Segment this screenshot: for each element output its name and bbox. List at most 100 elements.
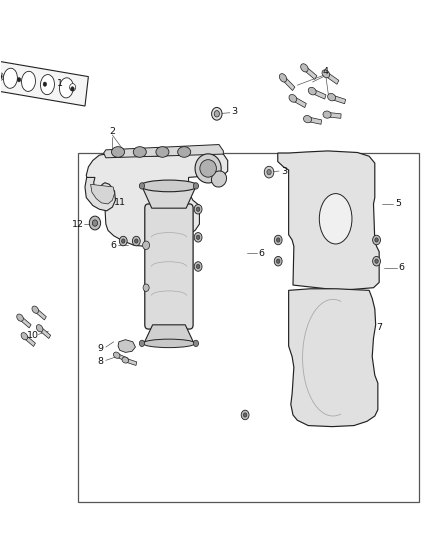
Text: 3: 3 bbox=[281, 166, 287, 175]
Polygon shape bbox=[125, 358, 137, 366]
Polygon shape bbox=[283, 77, 295, 91]
Circle shape bbox=[143, 241, 150, 249]
Circle shape bbox=[17, 78, 21, 82]
Text: 10: 10 bbox=[27, 331, 39, 340]
Circle shape bbox=[267, 169, 271, 175]
Polygon shape bbox=[35, 309, 46, 320]
Text: 11: 11 bbox=[114, 198, 126, 207]
Circle shape bbox=[373, 256, 381, 266]
Circle shape bbox=[274, 235, 282, 245]
Circle shape bbox=[194, 262, 202, 271]
Polygon shape bbox=[39, 327, 51, 338]
Polygon shape bbox=[289, 289, 378, 426]
Circle shape bbox=[132, 236, 140, 246]
Ellipse shape bbox=[304, 116, 311, 123]
Circle shape bbox=[193, 340, 198, 346]
Circle shape bbox=[121, 239, 125, 243]
Ellipse shape bbox=[21, 333, 28, 340]
Ellipse shape bbox=[300, 64, 308, 72]
Ellipse shape bbox=[200, 160, 216, 177]
Circle shape bbox=[194, 232, 202, 242]
Circle shape bbox=[143, 284, 149, 292]
Polygon shape bbox=[104, 144, 223, 158]
Circle shape bbox=[119, 236, 127, 246]
Circle shape bbox=[274, 256, 282, 266]
Circle shape bbox=[71, 87, 74, 91]
Polygon shape bbox=[325, 72, 339, 84]
Ellipse shape bbox=[289, 94, 297, 102]
Circle shape bbox=[244, 413, 247, 417]
Circle shape bbox=[139, 183, 145, 189]
Polygon shape bbox=[91, 184, 115, 204]
Text: 4: 4 bbox=[323, 67, 328, 76]
Circle shape bbox=[70, 84, 76, 91]
Ellipse shape bbox=[156, 147, 169, 157]
Polygon shape bbox=[144, 325, 194, 343]
Polygon shape bbox=[332, 95, 346, 104]
Circle shape bbox=[196, 264, 200, 269]
Circle shape bbox=[194, 205, 202, 214]
Circle shape bbox=[373, 235, 381, 245]
Ellipse shape bbox=[319, 193, 352, 244]
Polygon shape bbox=[20, 317, 31, 328]
Circle shape bbox=[264, 166, 274, 178]
Ellipse shape bbox=[140, 180, 198, 192]
Circle shape bbox=[89, 216, 101, 230]
Ellipse shape bbox=[32, 306, 39, 313]
Text: 8: 8 bbox=[98, 358, 104, 367]
Ellipse shape bbox=[21, 71, 35, 91]
Ellipse shape bbox=[60, 78, 74, 98]
Ellipse shape bbox=[178, 147, 191, 157]
Text: 12: 12 bbox=[71, 220, 84, 229]
Circle shape bbox=[0, 75, 2, 79]
Ellipse shape bbox=[328, 93, 336, 101]
Text: 6: 6 bbox=[399, 263, 405, 272]
Circle shape bbox=[375, 259, 378, 263]
Polygon shape bbox=[118, 340, 135, 352]
Text: 2: 2 bbox=[110, 127, 115, 136]
Circle shape bbox=[276, 238, 280, 242]
Circle shape bbox=[212, 108, 222, 120]
Circle shape bbox=[276, 259, 280, 263]
Text: 1: 1 bbox=[57, 79, 63, 88]
Circle shape bbox=[139, 340, 145, 346]
Text: 9: 9 bbox=[98, 344, 104, 353]
Ellipse shape bbox=[322, 70, 330, 78]
Ellipse shape bbox=[40, 75, 54, 95]
Ellipse shape bbox=[17, 314, 23, 321]
Polygon shape bbox=[308, 117, 321, 124]
Circle shape bbox=[214, 111, 219, 117]
FancyBboxPatch shape bbox=[145, 204, 193, 329]
Polygon shape bbox=[328, 112, 341, 118]
Polygon shape bbox=[312, 90, 326, 99]
Text: 7: 7 bbox=[376, 323, 382, 332]
Circle shape bbox=[92, 220, 98, 226]
Polygon shape bbox=[304, 67, 317, 79]
Circle shape bbox=[241, 410, 249, 419]
Ellipse shape bbox=[279, 74, 287, 82]
Circle shape bbox=[375, 238, 378, 242]
Ellipse shape bbox=[112, 147, 124, 157]
Polygon shape bbox=[85, 177, 116, 211]
Polygon shape bbox=[117, 354, 128, 362]
Circle shape bbox=[196, 235, 200, 239]
Polygon shape bbox=[86, 149, 228, 246]
Circle shape bbox=[43, 82, 46, 86]
Text: 6: 6 bbox=[259, 249, 265, 258]
Text: 3: 3 bbox=[231, 107, 237, 116]
Polygon shape bbox=[278, 151, 379, 290]
Circle shape bbox=[193, 183, 198, 189]
Ellipse shape bbox=[212, 171, 226, 187]
Ellipse shape bbox=[122, 357, 129, 363]
Ellipse shape bbox=[143, 339, 195, 348]
Ellipse shape bbox=[323, 111, 331, 118]
Bar bbox=[78, 152, 419, 503]
Polygon shape bbox=[293, 96, 306, 108]
Ellipse shape bbox=[308, 87, 316, 95]
Polygon shape bbox=[142, 186, 196, 208]
Ellipse shape bbox=[195, 154, 221, 183]
Circle shape bbox=[196, 207, 200, 212]
Ellipse shape bbox=[4, 68, 18, 88]
Circle shape bbox=[134, 239, 138, 243]
Text: 6: 6 bbox=[111, 241, 117, 250]
